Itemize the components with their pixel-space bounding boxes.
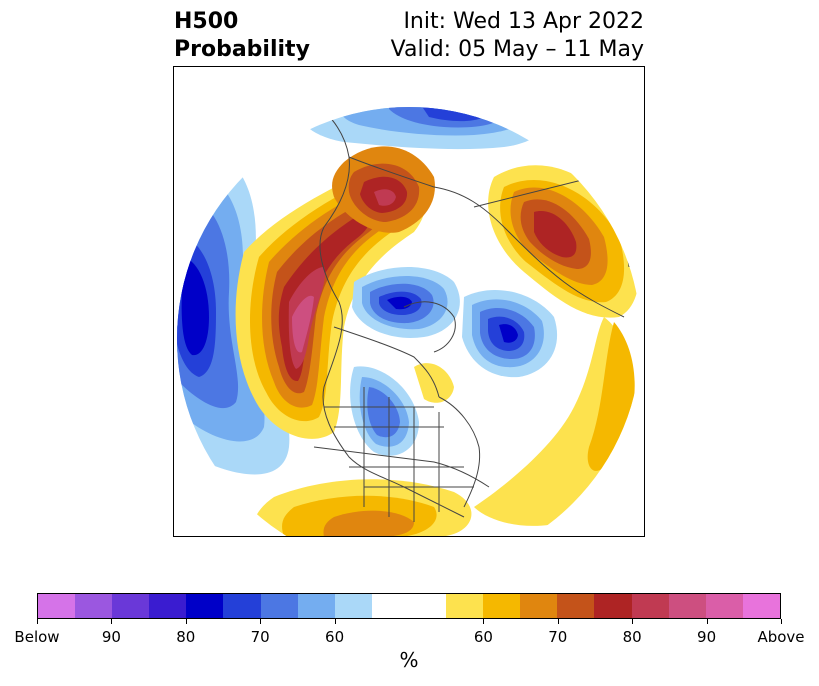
colorbar-tickmark xyxy=(483,619,485,624)
colorbar-tick-label: 90 xyxy=(697,628,717,646)
colorbar-segment xyxy=(520,594,558,618)
colorbar-segment xyxy=(112,594,150,618)
date-info: Init: Wed 13 Apr 2022 Valid: 05 May – 11… xyxy=(391,8,644,64)
colorbar-segment xyxy=(186,594,224,618)
anomaly-below-central xyxy=(350,267,558,456)
colorbar-segment xyxy=(742,594,780,618)
title-line-1: H500 xyxy=(174,9,239,34)
colorbar-tickmark xyxy=(185,619,187,624)
colorbar-tick-label: 70 xyxy=(250,628,270,646)
colorbar-tickmark xyxy=(557,619,559,624)
colorbar-tickmark xyxy=(37,619,38,624)
colorbar-segment xyxy=(149,594,187,618)
colorbar-tickmark xyxy=(632,619,634,624)
colorbar xyxy=(37,593,781,619)
title-line-2: Probability xyxy=(174,37,310,62)
colorbar-segment xyxy=(557,594,595,618)
init-date: Init: Wed 13 Apr 2022 xyxy=(403,9,644,34)
colorbar-tick-label: 80 xyxy=(622,628,642,646)
colorbar-segment xyxy=(334,594,372,618)
colorbar-segment xyxy=(446,594,484,618)
colorbar-segment xyxy=(668,594,706,618)
probability-map xyxy=(173,66,645,537)
colorbar-segment xyxy=(297,594,335,618)
colorbar-tick-label: Below xyxy=(14,628,60,646)
colorbar-segment xyxy=(75,594,113,618)
colorbar-tickmark xyxy=(334,619,336,624)
colorbar-tick-label: 60 xyxy=(325,628,345,646)
colorbar-segment xyxy=(594,594,632,618)
colorbar-segment xyxy=(408,594,447,618)
anomaly-above-north xyxy=(332,146,435,233)
colorbar-segment xyxy=(631,594,669,618)
colorbar-segment xyxy=(705,594,743,618)
colorbar-segment xyxy=(38,594,76,618)
polar-projection-map xyxy=(174,67,644,536)
colorbar-segment xyxy=(483,594,521,618)
colorbar-tick-label: 60 xyxy=(473,628,493,646)
colorbar-segment xyxy=(371,594,409,618)
valid-range: Valid: 05 May – 11 May xyxy=(390,37,644,62)
colorbar-tick-label: 80 xyxy=(176,628,196,646)
colorbar-units: % xyxy=(399,648,419,672)
colorbar-tickmark xyxy=(781,619,782,624)
colorbar-tickmark xyxy=(260,619,262,624)
colorbar-tick-label: 70 xyxy=(548,628,568,646)
colorbar-segment xyxy=(260,594,298,618)
colorbar-tick-label: Above xyxy=(757,628,805,646)
colorbar-tickmark xyxy=(706,619,708,624)
colorbar-segment xyxy=(223,594,261,618)
chart-title: H500 Probability xyxy=(174,8,310,64)
colorbar-tick-label: 90 xyxy=(101,628,121,646)
colorbar-tickmark xyxy=(111,619,113,624)
anomaly-above-eurasia xyxy=(488,165,639,318)
